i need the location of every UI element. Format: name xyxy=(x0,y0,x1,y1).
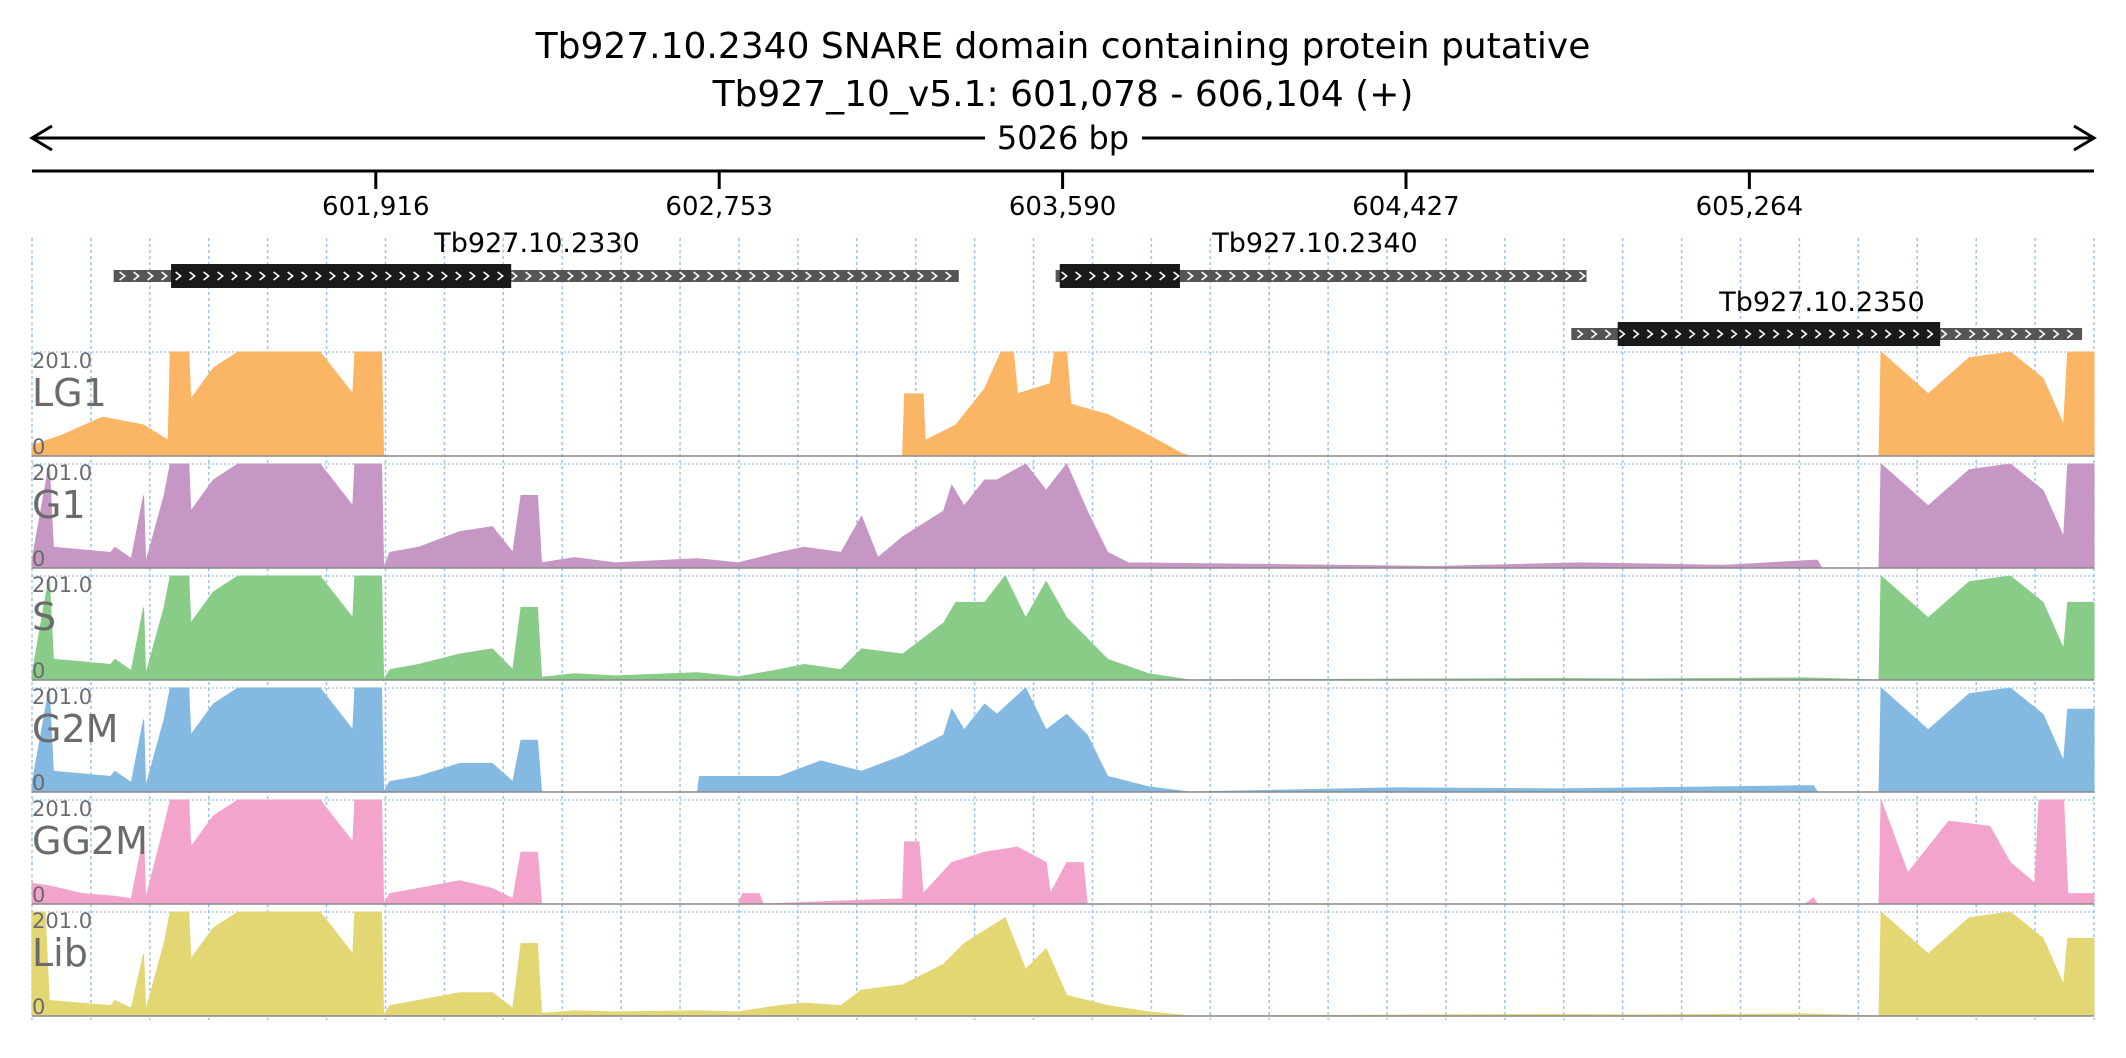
track-scale-max-3: 201.0 xyxy=(32,685,92,709)
chart-title-gene: Tb927.10.2340 SNARE domain containing pr… xyxy=(535,26,1591,67)
axis-tick-label-4: 605,264 xyxy=(1696,192,1804,222)
track-scale-max-2: 201.0 xyxy=(32,573,92,597)
gene-label-1: Tb927.10.2340 xyxy=(1211,228,1417,259)
span-length-label: 5026 bp xyxy=(997,119,1129,157)
gene-models: Tb927.10.2330 Tb927.10.2340 Tb927.10.2350 xyxy=(113,228,2083,346)
track-scale-min-4: 0 xyxy=(32,883,45,907)
track-name-5: Lib xyxy=(32,931,88,975)
track-name-3: G2M xyxy=(32,707,118,751)
axis-tick-label-1: 602,753 xyxy=(665,192,773,222)
coverage-area-g2m xyxy=(31,686,2095,794)
gene-cds-1 xyxy=(1059,264,1180,288)
axis-tick-label-2: 603,590 xyxy=(1009,192,1117,222)
coverage-area-gg2m xyxy=(31,799,2095,906)
axis-tick-label-3: 604,427 xyxy=(1352,192,1460,222)
track-name-1: G1 xyxy=(32,483,86,527)
coverage-track-s: 201.0S 0 xyxy=(31,573,2095,683)
track-scale-max-4: 201.0 xyxy=(32,797,92,821)
coordinate-ticks: 601,916 602,753 603,590 604,427 605,264 xyxy=(322,171,1803,222)
track-scale-min-5: 0 xyxy=(32,995,45,1019)
track-scale-min-0: 0 xyxy=(32,435,45,459)
track-scale-max-5: 201.0 xyxy=(32,909,92,933)
track-scale-min-2: 0 xyxy=(32,659,45,683)
coverage-area-s xyxy=(31,574,2095,682)
gene-model-1: Tb927.10.2340 xyxy=(1055,228,1587,288)
coverage-track-g1: 201.0G1 0 xyxy=(31,461,2095,571)
track-scale-min-1: 0 xyxy=(32,547,45,571)
gene-model-2: Tb927.10.2350 xyxy=(1571,287,2083,346)
track-scale-max-0: 201.0 xyxy=(32,349,92,373)
track-scale-max-1: 201.0 xyxy=(32,461,92,485)
gene-cds-0 xyxy=(171,264,512,288)
chart-title-region: Tb927_10_v5.1: 601,078 - 606,104 (+) xyxy=(712,74,1414,115)
coverage-area-g1 xyxy=(31,462,2095,569)
axis-tick-label-0: 601,916 xyxy=(322,192,430,222)
span-indicator: 5026 bp xyxy=(29,119,2097,157)
track-name-0: LG1 xyxy=(32,371,107,415)
track-scale-min-3: 0 xyxy=(32,771,45,795)
gene-strand-arrows-0 xyxy=(119,271,952,281)
gene-strand-arrows-1 xyxy=(1061,271,1586,281)
gene-label-2: Tb927.10.2350 xyxy=(1718,287,1924,318)
coverage-area-lg1 xyxy=(31,350,2095,457)
span-arrow-left-head xyxy=(29,124,53,152)
track-name-4: GG2M xyxy=(32,819,148,863)
span-arrow-right-head xyxy=(2073,124,2097,152)
gene-strand-arrows-2 xyxy=(1576,329,2074,339)
coverage-area-lib xyxy=(31,910,2095,1018)
coverage-tracks: 201.0LG10201.0G10201.0S0201.0G2M0201.0GG… xyxy=(31,349,2095,1019)
track-name-2: S xyxy=(32,595,56,639)
gene-label-0: Tb927.10.2330 xyxy=(433,228,639,259)
gene-model-0: Tb927.10.2330 xyxy=(113,228,959,288)
